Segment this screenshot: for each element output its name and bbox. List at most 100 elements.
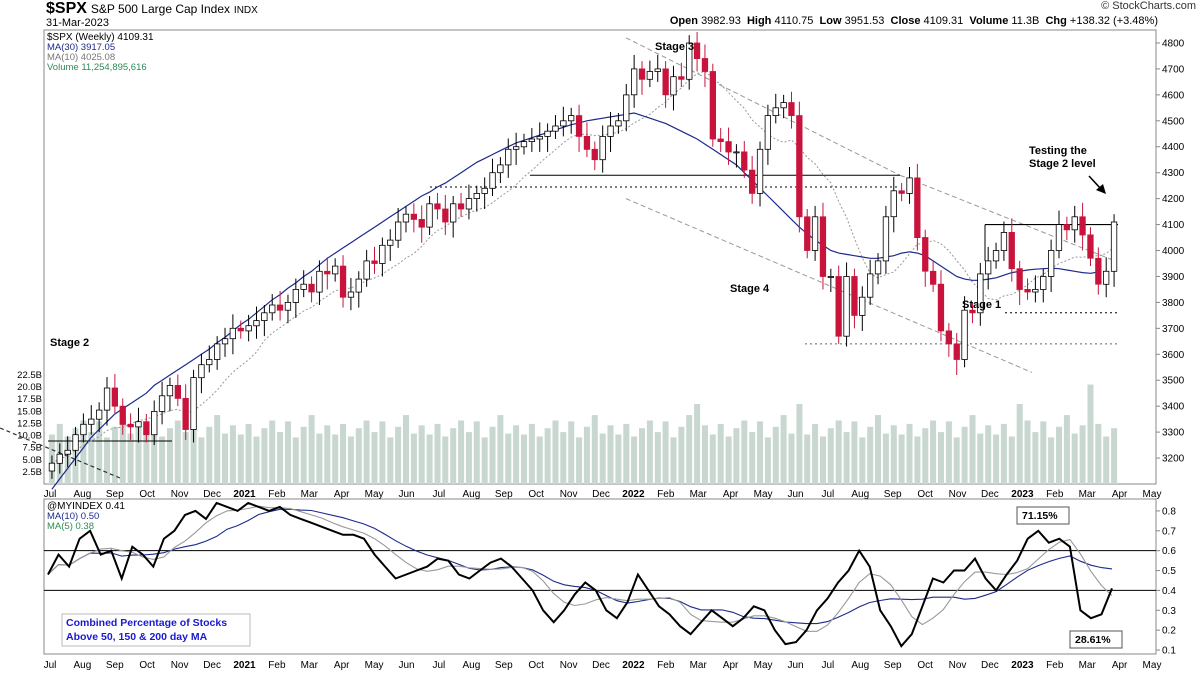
volume-bar: [993, 434, 1000, 484]
volume-bar: [922, 428, 929, 484]
x-tick-label-lower: Dec: [203, 660, 221, 671]
candle-body: [56, 453, 63, 464]
volume-bar: [528, 423, 535, 484]
candle-body: [135, 421, 142, 428]
close-label: Close: [890, 15, 921, 27]
candle-body: [276, 304, 284, 311]
channel-upper-ext: [899, 174, 1116, 262]
ind-tick-label: 0.6: [1162, 546, 1176, 557]
candle-body: [678, 76, 685, 80]
annotation-testing-1: Testing the: [1029, 145, 1087, 157]
candle-body: [1024, 288, 1031, 293]
x-tick-label: Sep: [106, 489, 124, 500]
volume-bar: [363, 420, 370, 484]
volume-bar: [135, 425, 142, 484]
ind-tick-label: 0.8: [1162, 506, 1176, 517]
volume-bar: [434, 423, 441, 484]
candle-body: [1087, 234, 1094, 259]
price-tick-label: 3700: [1162, 324, 1185, 335]
volume-bar: [977, 433, 984, 484]
x-tick-label: Aug: [74, 489, 92, 500]
candle-body: [599, 135, 606, 161]
candle-body: [654, 68, 661, 72]
volume-bar: [269, 420, 276, 484]
candle-body: [48, 462, 56, 472]
volume-bar: [347, 436, 354, 484]
candle-body: [985, 260, 992, 275]
volume-bar: [961, 426, 968, 484]
candle-body: [127, 423, 134, 428]
volume-bar: [167, 428, 173, 484]
candle-body: [1063, 224, 1070, 231]
price-tick-label: 4300: [1162, 168, 1185, 179]
candle-body: [269, 304, 276, 314]
candle-body: [953, 343, 960, 360]
volume-bar: [277, 432, 284, 484]
x-tick-label-lower: Feb: [268, 660, 286, 671]
volume-bar: [969, 415, 976, 484]
channel-upper: [625, 37, 901, 176]
x-tick-label: 2023: [1011, 489, 1034, 500]
volume-bar: [906, 423, 913, 484]
x-tick-label-lower: May: [1143, 660, 1162, 671]
volume-bar: [253, 436, 260, 484]
volume-bar: [780, 415, 787, 484]
candle-body: [182, 397, 189, 430]
candle-body: [544, 130, 551, 137]
x-tick-label-lower: Aug: [463, 660, 481, 671]
candle-body: [937, 283, 945, 332]
candle-body: [662, 68, 669, 96]
x-tick-label: Apr: [1112, 489, 1128, 500]
x-tick-label-lower: Apr: [723, 660, 739, 671]
volume-bar: [1016, 404, 1023, 484]
candle-body: [363, 260, 370, 280]
candle-body: [418, 218, 425, 228]
candle-body: [906, 177, 913, 194]
candle-body: [827, 276, 834, 278]
volume-bar: [1008, 436, 1015, 484]
volume-bar: [182, 432, 189, 484]
x-tick-label-lower: Mar: [301, 660, 319, 671]
candle-body: [166, 384, 174, 397]
volume-tick-label: 12.5B: [17, 418, 42, 429]
price-tick-label: 3400: [1162, 402, 1185, 413]
candle-body: [733, 151, 740, 154]
x-tick-label: Dec: [592, 489, 610, 500]
candle-body: [1055, 224, 1063, 251]
candle-body: [1016, 268, 1023, 290]
volume-bar: [119, 415, 126, 484]
price-tick-label: 3900: [1162, 272, 1185, 283]
candle-body: [717, 138, 724, 142]
candle-body: [749, 169, 756, 194]
candle-body: [316, 270, 323, 293]
volume-bar: [1048, 437, 1055, 484]
volume-bar: [316, 433, 323, 484]
candle-body: [198, 364, 205, 379]
x-tick-label: Apr: [334, 489, 350, 500]
candle-body: [756, 148, 764, 194]
candle-body: [819, 216, 827, 277]
volume-bar: [639, 428, 645, 484]
candle-body: [410, 213, 418, 220]
x-tick-label-lower: Jun: [398, 660, 414, 671]
candle-body: [206, 359, 213, 366]
candle-body: [1008, 231, 1015, 270]
x-tick-label: Sep: [884, 489, 902, 500]
brand-watermark: © StockCharts.com: [1101, 0, 1196, 12]
candle-body: [103, 387, 111, 411]
volume-bar: [324, 425, 331, 484]
volume-bar: [450, 428, 457, 484]
indicator-panel-frame: [43, 498, 1157, 655]
candle-body: [387, 239, 394, 246]
candle-body: [796, 115, 803, 218]
candle-body: [969, 309, 976, 314]
volume-bar: [229, 425, 236, 484]
candle-body: [355, 278, 362, 293]
symbol: $SPX: [46, 0, 87, 17]
x-tick-label-lower: Feb: [657, 660, 675, 671]
volume-bar: [387, 437, 394, 484]
x-tick-label-lower: Mar: [1079, 660, 1097, 671]
x-tick-label-lower: Nov: [560, 660, 578, 671]
x-tick-label: Nov: [560, 489, 578, 500]
price-panel-frame: [43, 29, 1157, 485]
